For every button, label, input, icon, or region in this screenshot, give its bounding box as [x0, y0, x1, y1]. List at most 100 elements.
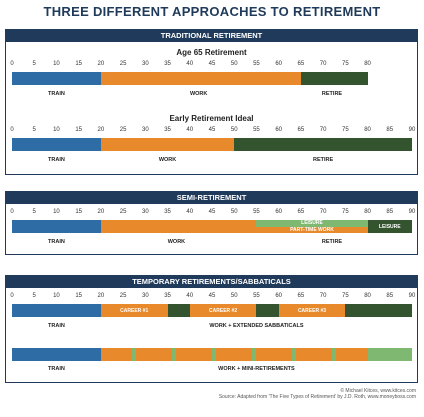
tick-label: 0	[10, 293, 14, 299]
tick-label: 30	[141, 293, 149, 299]
bar-segment-train	[12, 304, 101, 317]
bar-segment-leisure	[212, 348, 217, 361]
timeline-bar: LEISURE PART-TIME WORK LEISURE	[12, 220, 412, 233]
bar-segment-train	[12, 348, 101, 361]
tick-label: 45	[208, 209, 216, 215]
tick-label: 5	[32, 209, 36, 215]
tick-label: 10	[53, 209, 60, 215]
footer: © Michael Kitces, www.kitces.com Source:…	[219, 388, 416, 400]
timeline-chart-sabbaticals: 0 5 10 15 20 25 30 35 40 45 50 55 60 65 70 75 80 85 90 CARE…	[10, 293, 415, 337]
tick-label: 10	[53, 127, 60, 133]
tick-label: 60	[275, 209, 282, 215]
tick-label: 45	[208, 61, 216, 67]
segment-label: RETIRE	[313, 157, 334, 163]
tick-row: 0 5 10 15 20 25 30 35 40 45 50 55 60 65 70 75 80 85 90	[10, 127, 415, 137]
tick-label: 25	[119, 209, 127, 215]
tick-label: 70	[319, 293, 327, 299]
segment-labels: TRAIN WORK + MINI-RETIREMENTS	[12, 366, 412, 376]
tick-label: 35	[164, 293, 171, 299]
tick-label: 15	[75, 61, 82, 67]
tick-label: 20	[97, 127, 105, 133]
tick-label: 20	[97, 293, 105, 299]
tick-label: 5	[32, 61, 36, 67]
tick-label: 20	[97, 209, 105, 215]
footer-credit: © Michael Kitces, www.kitces.com	[340, 388, 416, 394]
tick-label: 65	[297, 127, 305, 133]
bar-segment-leisure	[367, 348, 412, 361]
tick-label: 0	[10, 209, 14, 215]
chart-title: THREE DIFFERENT APPROACHES TO RETIREMENT	[43, 4, 381, 19]
bar-segment-retire	[256, 304, 279, 317]
segment-label: TRAIN	[48, 323, 65, 329]
semi-retirement-panel: SEMI-RETIREMENT 0 5 10 15 20 25 30 35 40 45 50 55 60…	[5, 191, 418, 255]
segment-label: WORK + MINI-RETIREMENTS	[218, 366, 295, 372]
tick-label: 85	[386, 127, 394, 133]
tick-label: 60	[275, 61, 282, 67]
segment-labels: TRAIN WORK + EXTENDED SABBATICALS	[12, 323, 412, 333]
bar-segment-leisure	[172, 348, 177, 361]
segment-label: TRAIN	[48, 366, 65, 372]
bar-segment-train	[12, 138, 101, 151]
panel-header: TRADITIONAL RETIREMENT	[6, 30, 417, 42]
bar-segment-retire	[345, 304, 412, 317]
bar-segment-train	[12, 220, 101, 233]
tick-label: 75	[341, 293, 349, 299]
bar-segment-work	[100, 348, 132, 361]
tick-label: 45	[208, 127, 216, 133]
tick-label: 25	[119, 61, 127, 67]
bar-segment-work: PART-TIME WORK	[256, 226, 368, 233]
tick-label: 55	[253, 209, 260, 215]
segment-labels: TRAIN WORK RETIRE	[12, 157, 412, 167]
timeline-bar: CAREER #1 CAREER #2 CAREER #3	[12, 304, 412, 317]
footer-source: Source: Adapted from 'The Five Types of …	[218, 394, 416, 400]
tick-label: 60	[275, 293, 282, 299]
segment-labels: TRAIN WORK RETIRE	[12, 239, 412, 249]
tick-label: 40	[186, 127, 194, 133]
bar-segment-work	[256, 348, 292, 361]
tick-label: 80	[364, 127, 371, 133]
bar-segment-work	[176, 348, 212, 361]
tick-label: 80	[364, 209, 371, 215]
timeline-bar	[12, 72, 368, 85]
panel-header: SEMI-RETIREMENT	[6, 192, 417, 204]
bar-segment-work	[296, 348, 332, 361]
traditional-retirement-panel: TRADITIONAL RETIREMENT Age 65 Retirement…	[5, 29, 418, 175]
sabbaticals-panel: TEMPORARY RETIREMENTS/SABBATICALS 0 5 10 15…	[5, 275, 418, 383]
tick-label: 55	[253, 127, 260, 133]
timeline-chart-mini: TRAIN WORK + MINI-RETIREMENTS	[12, 348, 412, 380]
tick-label: 10	[53, 293, 60, 299]
tick-label: 10	[53, 61, 60, 67]
bar-segment-leisure: LEISURE	[256, 220, 368, 227]
tick-label: 65	[297, 61, 305, 67]
bar-segment-retire	[167, 304, 190, 317]
tick-label: 60	[275, 127, 282, 133]
bar-segment-work	[100, 138, 235, 151]
tick-label: 15	[75, 209, 82, 215]
tick-label: 30	[141, 61, 149, 67]
bar-segment-retire	[234, 138, 412, 151]
bar-segment-train	[12, 72, 101, 85]
bar-segment-work: CAREER #1	[100, 304, 168, 317]
chart-subtitle: Age 65 Retirement	[176, 48, 247, 57]
tick-label: 25	[119, 293, 127, 299]
tick-label: 85	[386, 293, 394, 299]
tick-label: 90	[408, 127, 416, 133]
tick-label: 45	[208, 293, 216, 299]
tick-label: 15	[75, 293, 82, 299]
segment-label: TRAIN	[48, 91, 65, 97]
tick-label: 90	[408, 293, 416, 299]
segment-label: RETIRE	[321, 91, 343, 97]
panel-header: TEMPORARY RETIREMENTS/SABBATICALS	[6, 276, 417, 288]
segment-label: WORK	[167, 239, 186, 245]
tick-label: 30	[141, 127, 149, 133]
segment-label: WORK	[158, 157, 177, 163]
tick-label: 90	[408, 209, 416, 215]
bar-segment-work: CAREER #3	[278, 304, 346, 317]
tick-label: 50	[230, 209, 238, 215]
tick-label: 0	[10, 127, 14, 133]
tick-label: 35	[164, 61, 171, 67]
bar-segment-leisure	[332, 348, 337, 361]
tick-label: 0	[10, 61, 14, 67]
timeline-chart-age65: 0 5 10 15 20 25 30 35 40 45 50 55 60 65 70 75 80 TRAIN WOR…	[10, 61, 412, 105]
bar-segment-work	[336, 348, 368, 361]
